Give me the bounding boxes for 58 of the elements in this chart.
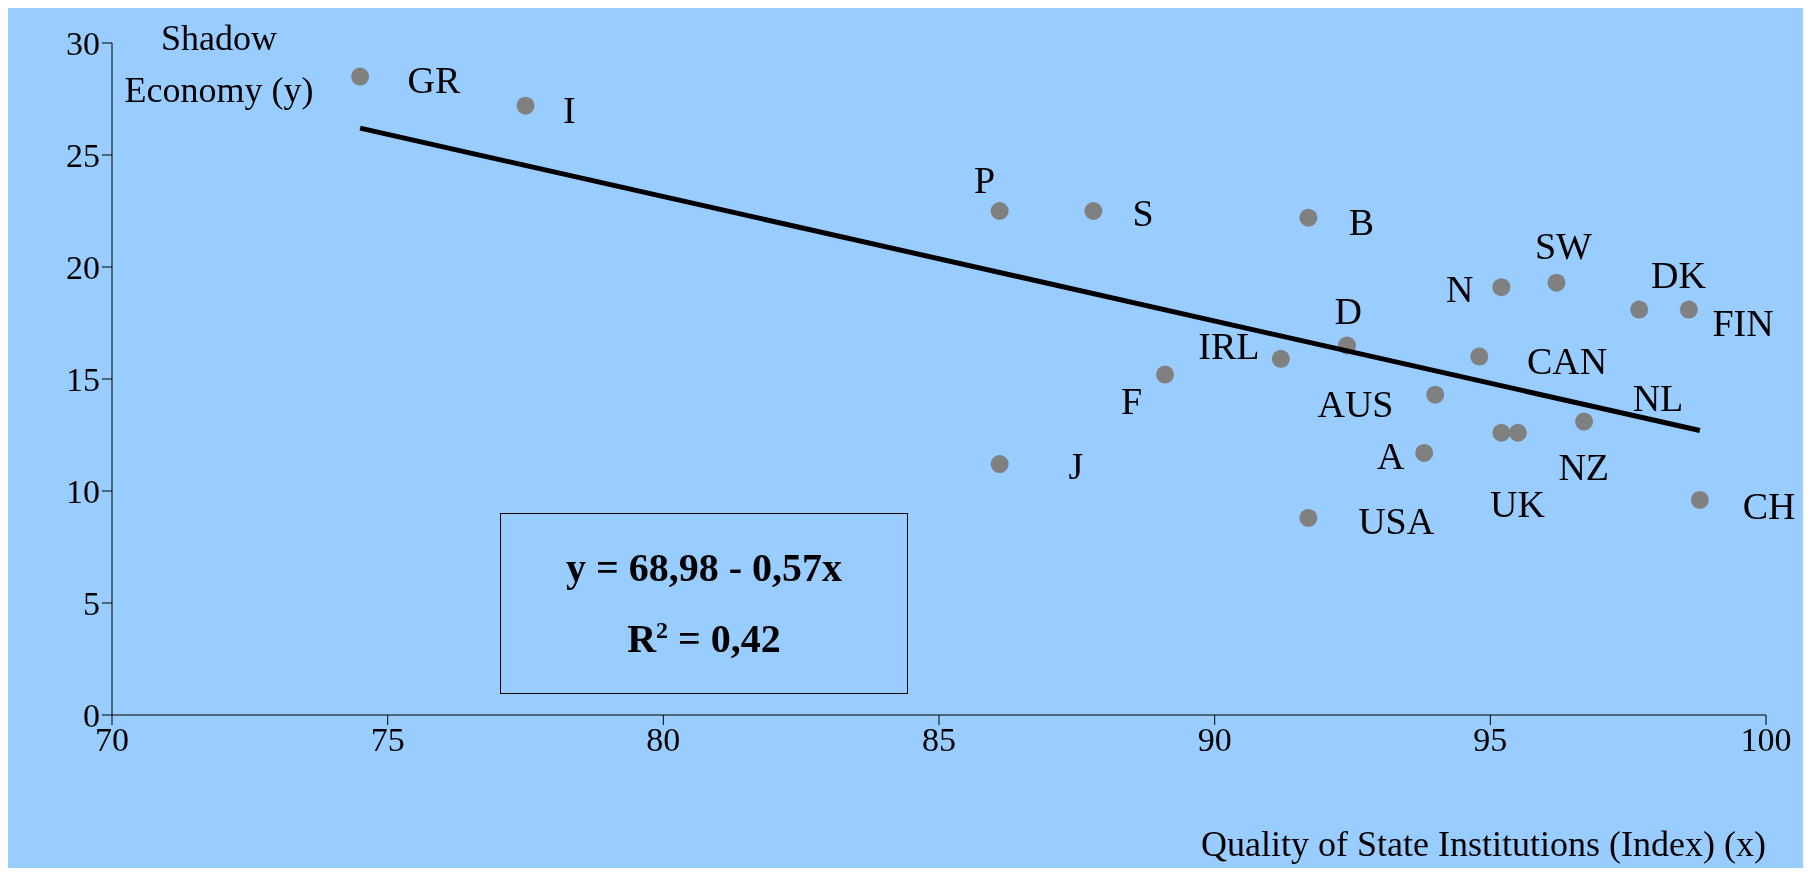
x-axis-title: Quality of State Institutions (Index) (x) bbox=[1201, 823, 1766, 865]
point bbox=[1271, 349, 1290, 368]
point bbox=[1299, 508, 1318, 527]
annotation: P bbox=[974, 158, 996, 201]
point bbox=[351, 67, 370, 86]
y-tick-label: 20 bbox=[66, 249, 100, 287]
x-tick-label: 80 bbox=[646, 721, 681, 759]
point bbox=[1508, 423, 1527, 442]
annotation: CH bbox=[1742, 484, 1796, 527]
point bbox=[1415, 443, 1434, 462]
annotation: J bbox=[1068, 445, 1084, 488]
x-tick-label: 90 bbox=[1197, 721, 1232, 759]
point bbox=[516, 96, 535, 115]
point bbox=[1690, 490, 1709, 509]
y-tick-label: 5 bbox=[83, 585, 100, 623]
annotation: FIN bbox=[1712, 302, 1774, 345]
annotation: y = 68,98 - 0,57x bbox=[565, 543, 843, 592]
annotation: R$^{2}$ = 0,42 bbox=[627, 615, 781, 664]
point bbox=[990, 455, 1009, 474]
point bbox=[1299, 208, 1318, 227]
y-tick-label: 15 bbox=[66, 361, 100, 399]
y-tick-label: 25 bbox=[66, 137, 100, 175]
annotation: SW bbox=[1534, 224, 1592, 267]
point bbox=[1679, 300, 1698, 319]
annotation: GR bbox=[407, 59, 461, 102]
annotation: USA bbox=[1358, 500, 1435, 543]
annotation: DK bbox=[1651, 253, 1706, 296]
annotation: N bbox=[1446, 268, 1474, 311]
annotation: UK bbox=[1490, 483, 1545, 526]
annotation: A bbox=[1376, 435, 1405, 478]
y-axis-title: Shadow Economy (y) bbox=[123, 17, 315, 112]
point bbox=[1492, 423, 1511, 442]
annotation: CAN bbox=[1526, 340, 1608, 383]
point bbox=[1084, 202, 1103, 220]
point bbox=[1156, 365, 1175, 384]
annotation: NZ bbox=[1558, 446, 1610, 489]
annotation: NL bbox=[1632, 377, 1684, 420]
point bbox=[1470, 347, 1489, 366]
x-tick-label: 100 bbox=[1740, 721, 1792, 759]
annotation: IRL bbox=[1198, 325, 1260, 368]
point bbox=[1547, 273, 1566, 292]
point bbox=[1575, 412, 1594, 431]
equation-box: y = 68,98 - 0,57x R$^{2}$ = 0,42 bbox=[500, 513, 908, 694]
annotation: AUS bbox=[1317, 382, 1394, 425]
y-tick-label: 10 bbox=[66, 473, 100, 511]
point bbox=[990, 202, 1009, 220]
annotation: D bbox=[1334, 289, 1362, 332]
point bbox=[1492, 278, 1511, 297]
y-tick-label: 30 bbox=[66, 25, 100, 63]
annotation: B bbox=[1348, 201, 1375, 244]
x-tick-label: 85 bbox=[922, 721, 956, 759]
point bbox=[1630, 300, 1649, 319]
x-tick-label: 95 bbox=[1473, 721, 1508, 759]
annotation: S bbox=[1132, 192, 1154, 235]
annotation: I bbox=[563, 89, 576, 132]
point bbox=[1426, 385, 1445, 404]
x-tick-label: 75 bbox=[370, 721, 405, 759]
annotation: F bbox=[1120, 380, 1143, 423]
